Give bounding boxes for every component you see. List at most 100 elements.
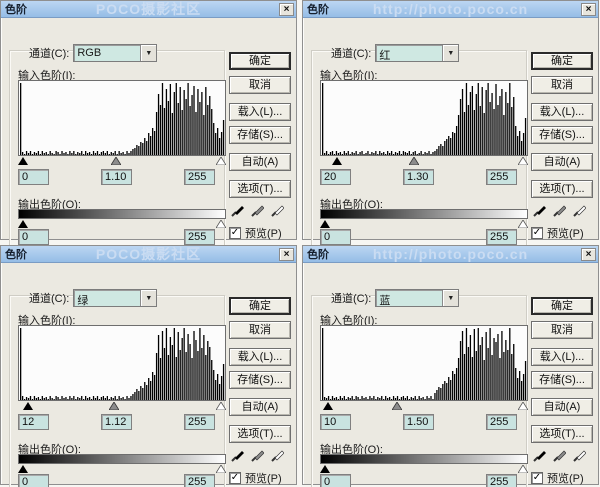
load-button[interactable]: 载入(L)... [229, 348, 291, 366]
input-gamma-slider[interactable] [391, 402, 402, 410]
white-eyedropper-icon[interactable] [271, 449, 284, 462]
options-button[interactable]: 选项(T)... [531, 425, 593, 443]
ok-button[interactable]: 确定 [229, 297, 291, 315]
black-eyedropper-icon[interactable] [533, 204, 546, 217]
gray-eyedropper-icon[interactable] [251, 449, 264, 462]
preview-toggle[interactable]: ✓ 预览(P) [229, 225, 282, 241]
output-black-slider[interactable] [320, 465, 330, 473]
cancel-button[interactable]: 取消 [229, 76, 291, 94]
input-gamma-field[interactable]: 1.50 [403, 414, 434, 430]
input-gamma-field[interactable]: 1.12 [101, 414, 132, 430]
close-icon[interactable]: × [581, 248, 596, 261]
input-black-field[interactable]: 20 [320, 169, 351, 185]
options-button[interactable]: 选项(T)... [531, 180, 593, 198]
input-white-slider[interactable] [518, 402, 528, 410]
output-black-field[interactable]: 0 [18, 474, 49, 487]
input-gamma-slider[interactable] [108, 402, 119, 410]
cancel-button[interactable]: 取消 [531, 321, 593, 339]
output-slider-track[interactable] [18, 220, 226, 229]
output-white-slider[interactable] [216, 220, 226, 228]
gray-eyedropper-icon[interactable] [251, 204, 264, 217]
gray-eyedropper-icon[interactable] [553, 449, 566, 462]
dialog-titlebar[interactable]: 色阶 http://photo.poco.cn × [303, 1, 598, 18]
input-white-field[interactable]: 255 [184, 169, 215, 185]
preview-toggle[interactable]: ✓ 预览(P) [531, 470, 584, 486]
input-white-field[interactable]: 255 [486, 414, 517, 430]
input-black-field[interactable]: 10 [320, 414, 351, 430]
dialog-titlebar[interactable]: 色阶 http://photo.poco.cn × [303, 246, 598, 263]
ok-button[interactable]: 确定 [229, 52, 291, 70]
preview-toggle[interactable]: ✓ 预览(P) [531, 225, 584, 241]
channel-select[interactable]: 蓝 ▼ [375, 289, 460, 307]
output-white-slider[interactable] [518, 465, 528, 473]
output-white-slider[interactable] [518, 220, 528, 228]
output-slider-track[interactable] [320, 465, 528, 474]
cancel-button[interactable]: 取消 [229, 321, 291, 339]
save-button[interactable]: 存储(S)... [229, 126, 291, 144]
black-eyedropper-icon[interactable] [533, 449, 546, 462]
load-button[interactable]: 载入(L)... [531, 103, 593, 121]
white-eyedropper-icon[interactable] [573, 449, 586, 462]
chevron-down-icon[interactable]: ▼ [442, 290, 459, 306]
load-button[interactable]: 载入(L)... [531, 348, 593, 366]
output-black-slider[interactable] [18, 465, 28, 473]
ok-button[interactable]: 确定 [531, 52, 593, 70]
output-white-field[interactable]: 255 [486, 229, 517, 245]
input-slider-track[interactable] [320, 402, 528, 411]
options-button[interactable]: 选项(T)... [229, 425, 291, 443]
white-eyedropper-icon[interactable] [271, 204, 284, 217]
preview-toggle[interactable]: ✓ 预览(P) [229, 470, 282, 486]
auto-button[interactable]: 自动(A) [531, 398, 593, 416]
input-black-slider[interactable] [23, 402, 34, 410]
black-eyedropper-icon[interactable] [231, 204, 244, 217]
save-button[interactable]: 存储(S)... [229, 371, 291, 389]
chevron-down-icon[interactable]: ▼ [140, 290, 157, 306]
close-icon[interactable]: × [581, 3, 596, 16]
auto-button[interactable]: 自动(A) [229, 398, 291, 416]
save-button[interactable]: 存储(S)... [531, 371, 593, 389]
input-slider-track[interactable] [320, 157, 528, 166]
output-slider-track[interactable] [320, 220, 528, 229]
input-gamma-slider[interactable] [408, 157, 419, 165]
output-black-slider[interactable] [320, 220, 330, 228]
chevron-down-icon[interactable]: ▼ [442, 45, 459, 61]
output-white-field[interactable]: 255 [184, 474, 215, 487]
ok-button[interactable]: 确定 [531, 297, 593, 315]
output-white-field[interactable]: 255 [184, 229, 215, 245]
white-eyedropper-icon[interactable] [573, 204, 586, 217]
input-white-slider[interactable] [518, 157, 528, 165]
preview-checkbox[interactable]: ✓ [229, 472, 241, 484]
output-slider-track[interactable] [18, 465, 226, 474]
input-white-field[interactable]: 255 [486, 169, 517, 185]
input-slider-track[interactable] [18, 157, 226, 166]
input-white-field[interactable]: 255 [184, 414, 215, 430]
save-button[interactable]: 存储(S)... [531, 126, 593, 144]
channel-select[interactable]: 绿 ▼ [73, 289, 158, 307]
input-white-slider[interactable] [216, 157, 226, 165]
preview-checkbox[interactable]: ✓ [531, 472, 543, 484]
options-button[interactable]: 选项(T)... [229, 180, 291, 198]
input-gamma-field[interactable]: 1.30 [403, 169, 434, 185]
input-gamma-slider[interactable] [110, 157, 121, 165]
output-black-field[interactable]: 0 [320, 474, 351, 487]
load-button[interactable]: 载入(L)... [229, 103, 291, 121]
auto-button[interactable]: 自动(A) [229, 153, 291, 171]
input-black-field[interactable]: 12 [18, 414, 49, 430]
close-icon[interactable]: × [279, 248, 294, 261]
output-white-slider[interactable] [216, 465, 226, 473]
output-black-field[interactable]: 0 [18, 229, 49, 245]
preview-checkbox[interactable]: ✓ [229, 227, 241, 239]
chevron-down-icon[interactable]: ▼ [140, 45, 157, 61]
channel-select[interactable]: 红 ▼ [375, 44, 460, 62]
output-black-field[interactable]: 0 [320, 229, 351, 245]
input-white-slider[interactable] [216, 402, 226, 410]
auto-button[interactable]: 自动(A) [531, 153, 593, 171]
preview-checkbox[interactable]: ✓ [531, 227, 543, 239]
black-eyedropper-icon[interactable] [231, 449, 244, 462]
input-black-slider[interactable] [331, 157, 342, 165]
input-slider-track[interactable] [18, 402, 226, 411]
cancel-button[interactable]: 取消 [531, 76, 593, 94]
input-black-slider[interactable] [18, 157, 28, 165]
dialog-titlebar[interactable]: 色阶 POCO摄影社区 × [1, 1, 296, 18]
close-icon[interactable]: × [279, 3, 294, 16]
